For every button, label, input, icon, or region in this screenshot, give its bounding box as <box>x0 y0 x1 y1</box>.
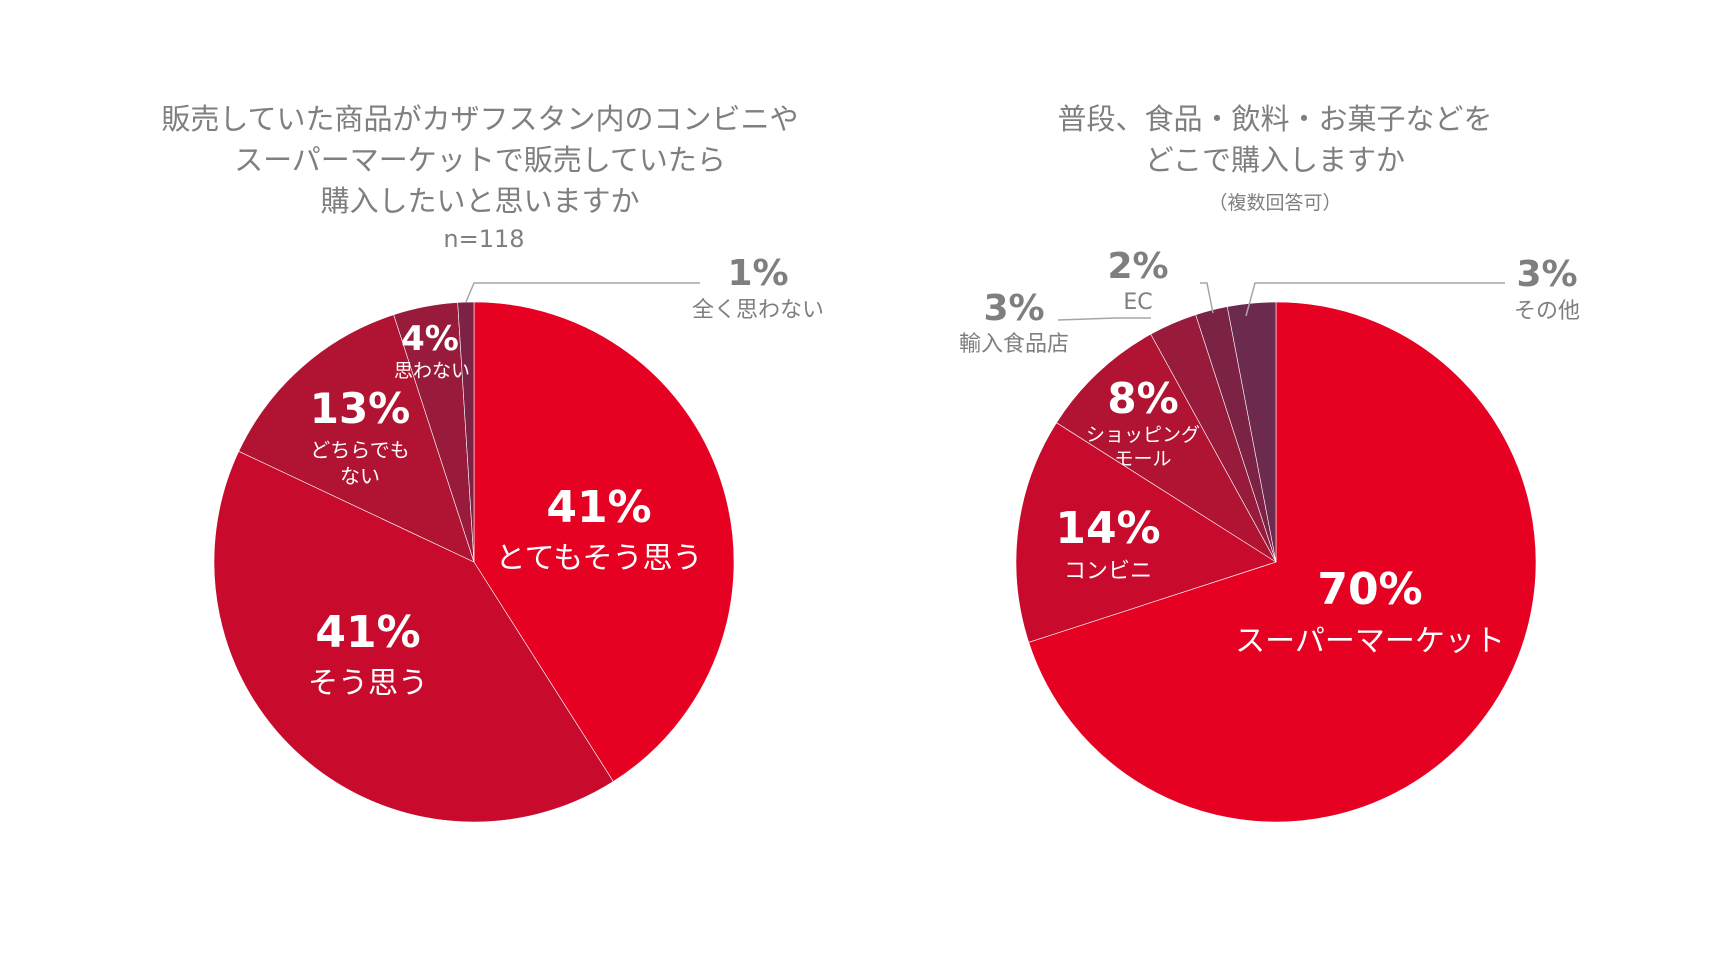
label-omowanai: 思わない <box>394 360 470 382</box>
label-pct-sou-omou: 41% <box>315 607 420 658</box>
chart-1-slice-5 <box>457 301 475 563</box>
label-pct-yunyu-shokuhinten: 3% <box>983 288 1044 329</box>
label-konbini: コンビニ <box>1064 559 1152 584</box>
chart-2-slice-2 <box>1015 422 1277 643</box>
chart-2-slice-6 <box>1226 301 1277 563</box>
label-shopping-mall-line-2: モール <box>1114 448 1171 470</box>
label-pct-shopping-mall: 8% <box>1107 374 1178 423</box>
leader-line-3 <box>1200 282 1214 314</box>
label-dochiratemo-nai-line-2: ない <box>340 464 380 488</box>
chart-2-title-line-1: 普段、食品・飲料・お菓子などを <box>1057 102 1492 136</box>
label-dochiratemo-nai-line-1: どちらでも <box>310 438 409 462</box>
label-pct-totemo-sou-omou: 41% <box>546 482 651 533</box>
chart-1-slice-3 <box>238 314 475 563</box>
label-zenku-omowanai: 全く思わない <box>692 298 824 323</box>
chart-1-slice-2 <box>213 450 614 823</box>
leader-lines <box>465 282 1505 321</box>
label-sonota: その他 <box>1514 299 1580 324</box>
chart-2-slice-1 <box>1028 301 1537 823</box>
label-pct-supermarket: 70% <box>1317 564 1422 615</box>
label-pct-sonota: 3% <box>1516 254 1577 295</box>
chart-1-title-line-2: スーパーマーケットで販売していたら <box>234 143 726 177</box>
chart-1-slice-1 <box>473 301 735 782</box>
chart-1-title-line-1: 販売していた商品がカザフスタン内のコンビニや <box>161 102 798 136</box>
inside-labels-chart-1: 41% とてもそう思う 41% そう思う 13% どちらでも ない 4% 思わな… <box>308 319 703 701</box>
pie-chart-1 <box>213 301 735 823</box>
outside-labels: 1% 全く思わない 3% 輸入食品店 2% EC 3% その他 <box>692 246 1580 357</box>
label-pct-zenku-omowanai: 1% <box>727 253 788 294</box>
leader-line-1 <box>465 282 700 303</box>
label-pct-ec: 2% <box>1107 246 1168 287</box>
label-shopping-mall-line-1: ショッピング <box>1086 424 1200 446</box>
leader-line-4 <box>1245 282 1505 317</box>
label-sou-omou: そう思う <box>308 666 428 701</box>
label-yunyu-shokuhinten: 輸入食品店 <box>959 332 1069 357</box>
label-totemo-sou-omou: とてもそう思う <box>496 541 703 576</box>
label-pct-konbini: 14% <box>1055 503 1160 554</box>
label-ec: EC <box>1123 290 1152 315</box>
inside-labels-chart-2: 70% スーパーマーケット 14% コンビニ 8% ショッピング モール <box>1055 374 1505 659</box>
chart-2-title-line-2: どこで購入しますか <box>1145 143 1405 177</box>
label-pct-dochiratemo-nai: 13% <box>310 384 411 433</box>
chart-1-title-line-3: 購入したいと思いますか <box>320 184 639 218</box>
pie-chart-2 <box>1015 301 1537 823</box>
label-pct-omowanai: 4% <box>401 319 459 359</box>
chart-1-sample-size: n=118 <box>443 225 524 253</box>
chart-2-title: 普段、食品・飲料・お菓子などを どこで購入しますか （複数回答可） <box>1057 102 1492 214</box>
chart-2-slice-3 <box>1056 333 1277 563</box>
leader-line-2 <box>1057 317 1151 321</box>
label-supermarket: スーパーマーケット <box>1235 624 1505 659</box>
chart-1-title: 販売していた商品がカザフスタン内のコンビニや スーパーマーケットで販売していたら… <box>161 102 798 253</box>
chart-2-note: （複数回答可） <box>1208 192 1341 214</box>
